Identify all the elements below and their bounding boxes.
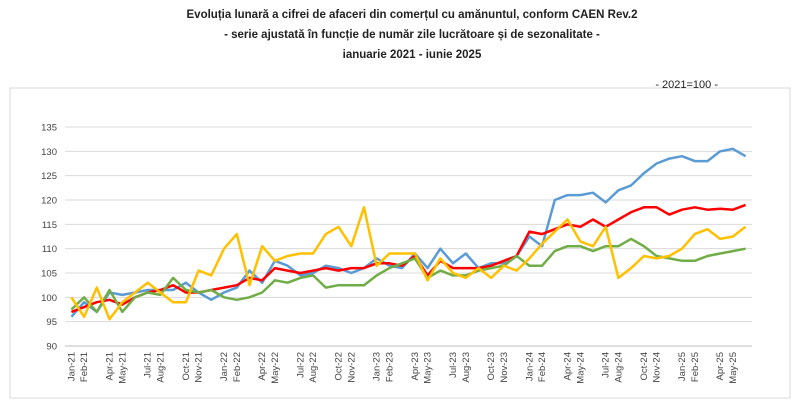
y-tick-label: 110 — [42, 244, 57, 255]
x-tick-label: Nov-21 — [194, 352, 205, 383]
x-tick-label: Apr-22 — [257, 352, 268, 381]
x-tick-label: Jul-21 — [143, 352, 154, 378]
x-tick-label: Nov-22 — [346, 352, 357, 383]
x-tick-label: Feb-22 — [232, 352, 243, 382]
series-line — [70, 147, 747, 318]
y-tick-label: 125 — [41, 171, 57, 182]
x-tick-label: Jan-25 — [677, 352, 688, 381]
x-tick-label: Oct-24 — [639, 352, 650, 381]
series-line — [70, 206, 747, 321]
x-tick-label: Aug-23 — [461, 352, 472, 383]
x-tick-label: Jul-24 — [601, 352, 612, 378]
chart-title: - serie ajustată în funcție de număr zil… — [224, 29, 600, 41]
x-tick-label: May-21 — [117, 352, 128, 384]
series-line — [70, 237, 746, 314]
y-tick-label: 100 — [41, 293, 57, 304]
x-tick-label: May-25 — [728, 352, 739, 384]
x-tick-label: Jan-22 — [219, 352, 230, 381]
x-tick-label: Jul-23 — [448, 352, 459, 378]
y-tick-label: 120 — [41, 196, 57, 207]
x-tick-label: Jul-22 — [295, 352, 306, 378]
y-tick-label: 130 — [41, 147, 57, 158]
series-line — [70, 203, 747, 314]
x-tick-label: Feb-25 — [690, 352, 701, 382]
x-tick-label: Nov-24 — [652, 352, 663, 383]
x-tick-label: Jan-24 — [524, 352, 535, 381]
x-tick-label: May-23 — [423, 352, 434, 384]
chart-title: ianuarie 2021 - iunie 2025 — [343, 49, 482, 61]
x-tick-label: Feb-21 — [79, 352, 90, 382]
x-tick-label: Apr-21 — [105, 352, 116, 381]
y-tick-label: 115 — [42, 220, 57, 231]
x-tick-label: Jan-23 — [372, 352, 383, 381]
x-tick-label: Aug-21 — [155, 352, 166, 383]
x-tick-label: Oct-22 — [334, 352, 345, 381]
x-tick-label: Apr-25 — [715, 352, 726, 381]
y-tick-label: 105 — [41, 269, 57, 280]
x-tick-label: Aug-22 — [308, 352, 319, 383]
x-tick-label: May-22 — [270, 352, 281, 384]
x-tick-label: Apr-23 — [410, 352, 421, 381]
chart-title: Evoluția lunară a cifrei de afaceri din … — [187, 9, 638, 21]
x-tick-label: Oct-23 — [486, 352, 497, 381]
y-tick-label: 90 — [46, 342, 57, 353]
x-tick-label: Jan-21 — [66, 352, 77, 381]
x-tick-label: Aug-24 — [613, 352, 624, 383]
x-tick-label: May-24 — [575, 352, 586, 384]
x-tick-label: Oct-21 — [181, 352, 192, 381]
x-tick-label: Apr-24 — [563, 352, 574, 381]
chart-frame — [9, 87, 791, 399]
x-tick-label: Nov-23 — [499, 352, 510, 383]
y-tick-label: 135 — [41, 123, 57, 134]
y-tick-label: 95 — [46, 317, 57, 328]
chart-subtitle: - 2021=100 - — [655, 79, 718, 91]
x-tick-label: Feb-24 — [537, 352, 548, 382]
x-tick-label: Feb-23 — [384, 352, 395, 382]
